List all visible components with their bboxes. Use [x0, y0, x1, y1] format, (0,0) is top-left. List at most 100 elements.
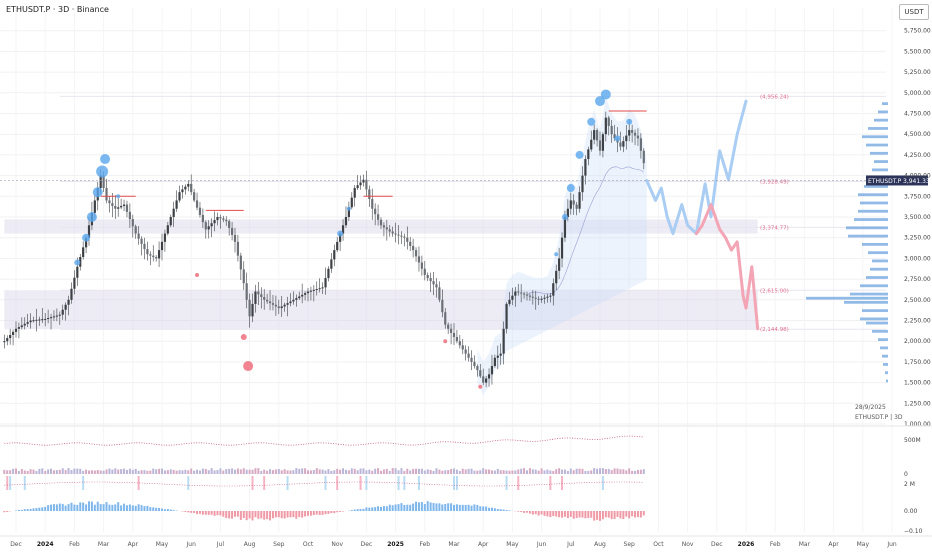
indicator-bar [170, 469, 172, 474]
indicator-bar [225, 469, 227, 474]
candle-body [237, 242, 239, 256]
histogram-bar [558, 511, 560, 517]
y-tick-label: 5,250.00 [904, 69, 931, 76]
candle-body [453, 333, 455, 337]
candle-body [514, 292, 516, 296]
candle-body [596, 130, 598, 140]
indicator-bar [608, 469, 610, 474]
volume-profile-bar [854, 218, 888, 221]
histogram-bar [593, 511, 595, 521]
signal-bubble-blue [615, 135, 621, 141]
indicator-bar [208, 470, 210, 474]
histogram-bar [365, 507, 367, 511]
volume-profile-bar [872, 168, 888, 171]
histogram-bar [275, 511, 277, 517]
histogram-bar [508, 510, 510, 511]
y-tick-label: 5,750.00 [904, 28, 931, 35]
indicator-bar [146, 471, 148, 474]
indicator-bar [126, 470, 128, 474]
candle-body [313, 290, 315, 291]
candle-body [584, 159, 586, 176]
candle-body [219, 217, 221, 218]
y-tick-label: 3,250.00 [904, 235, 931, 242]
candle-body [541, 299, 543, 300]
signal-bubble-red [241, 334, 247, 340]
indicator-bar [254, 468, 256, 474]
indicator-spike [252, 476, 254, 490]
y-tick-label: 1,750.00 [904, 359, 931, 366]
indicator-bar [164, 470, 166, 474]
y-tick-label: 3,750.00 [904, 193, 931, 200]
chart-title: ETHUSDT.P · 3D · Binance [6, 5, 109, 14]
candle-body [587, 149, 589, 159]
candle-body [517, 292, 519, 293]
indicator-bar [94, 470, 96, 474]
candle-body [301, 295, 303, 297]
indicator-bar [614, 468, 616, 474]
candle-body [438, 287, 440, 299]
histogram-bar [368, 508, 370, 511]
histogram-bar [76, 505, 78, 511]
histogram-bar [199, 511, 201, 514]
histogram-bar [103, 504, 105, 511]
indicator-bar [24, 470, 26, 474]
volume-profile-bar [874, 119, 888, 122]
histogram-bar [579, 511, 581, 518]
candle-body [170, 217, 172, 225]
histogram-bar [523, 511, 525, 513]
indicator-bar [494, 470, 496, 474]
histogram-bar [284, 511, 286, 518]
signal-bubble-blue [93, 187, 103, 197]
histogram-bar [611, 511, 613, 519]
indicator-bar [374, 469, 376, 474]
indicator-bar [473, 471, 475, 474]
indicator-bar [386, 469, 388, 474]
signal-bubble-blue [347, 207, 351, 211]
histogram-bar [497, 509, 499, 511]
histogram-bar [249, 511, 251, 518]
histogram-bar [468, 505, 470, 511]
candle-body [260, 294, 262, 297]
indicator-bar [593, 468, 595, 474]
histogram-bar [538, 511, 540, 516]
x-tick-label: 2025 [387, 541, 404, 548]
volume-profile-bar [866, 322, 888, 325]
candle-body [38, 320, 40, 321]
y-tick-label: 2,000.00 [904, 338, 931, 345]
volume-profile-bar [866, 144, 888, 147]
signal-bubble-blue [116, 194, 120, 198]
indicator-bar [103, 471, 105, 474]
candle-body [249, 300, 251, 317]
histogram-bar [400, 503, 402, 511]
candle-body [173, 209, 175, 217]
indicator-bar [362, 468, 364, 474]
level-label: (2,615.00) [760, 288, 789, 294]
indicator-bar [599, 468, 601, 474]
indicator-bar [322, 470, 324, 474]
indicator-spike [24, 476, 26, 490]
histogram-bar [435, 503, 437, 511]
currency-button[interactable]: USDT [899, 4, 929, 20]
indicator-spike [287, 476, 289, 490]
histogram-bar [330, 511, 332, 513]
indicator-bar [202, 469, 204, 474]
y-tick-label: 5,500.00 [904, 48, 931, 55]
histogram-bar [108, 505, 110, 511]
histogram-bar [56, 504, 58, 511]
candle-body [152, 256, 154, 257]
volume-profile-bar [880, 346, 888, 349]
candle-body [345, 217, 347, 225]
histogram-bar [360, 509, 362, 511]
indicator-bar [447, 470, 449, 474]
histogram-bar [357, 509, 359, 511]
candle-body [41, 319, 43, 320]
candle-body [435, 284, 437, 287]
candle-body [427, 275, 429, 278]
indicator-bar [181, 470, 183, 474]
candle-body [640, 138, 642, 150]
indicator-bar [555, 469, 557, 474]
candle-body [430, 278, 432, 281]
candle-body [176, 200, 178, 208]
indicator-bar [508, 471, 510, 474]
